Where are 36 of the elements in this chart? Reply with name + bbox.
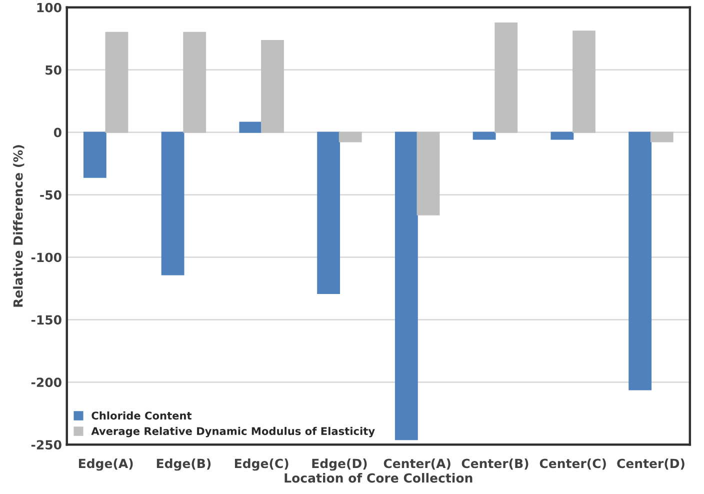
x-tick-label: Center(A) — [384, 458, 450, 470]
y-tick-label: 0 — [54, 128, 62, 138]
x-tick-label: Edge(C) — [234, 458, 288, 471]
y-axis-title: Relative Difference (%) — [13, 145, 24, 307]
bar — [472, 132, 496, 140]
y-tick-label: 50 — [46, 65, 62, 75]
bar — [550, 132, 574, 140]
y-tick-label: -100 — [31, 252, 62, 262]
bar — [650, 132, 674, 142]
bar — [416, 132, 440, 216]
bar — [83, 132, 106, 178]
x-tick-label: Center(C) — [540, 458, 606, 470]
bar — [494, 22, 518, 133]
x-tick-label: Center(B) — [462, 458, 528, 470]
y-tick-label: -250 — [31, 440, 62, 450]
bar — [161, 132, 184, 276]
bar — [317, 132, 340, 294]
x-tick-label: Edge(A) — [78, 458, 133, 471]
bar — [394, 132, 418, 440]
bar — [183, 32, 206, 133]
legend-label: Chloride Content — [92, 411, 192, 420]
bar — [628, 132, 652, 390]
x-tick-label: Edge(D) — [312, 458, 367, 471]
y-tick-label: -50 — [40, 190, 62, 200]
x-tick-label: Edge(B) — [156, 458, 211, 471]
bar — [105, 32, 128, 133]
y-tick-label: -150 — [31, 315, 62, 325]
x-axis-title: Location of Core Collection — [284, 473, 472, 483]
bar — [572, 30, 596, 133]
bar — [239, 122, 262, 133]
y-tick-label: 100 — [37, 2, 62, 12]
legend-label: Average Relative Dynamic Modulus of Elasticity — [91, 426, 375, 438]
bar — [261, 40, 284, 133]
x-tick-label: Center(D) — [617, 458, 684, 470]
bar — [338, 132, 362, 142]
y-tick-label: -200 — [31, 378, 62, 388]
